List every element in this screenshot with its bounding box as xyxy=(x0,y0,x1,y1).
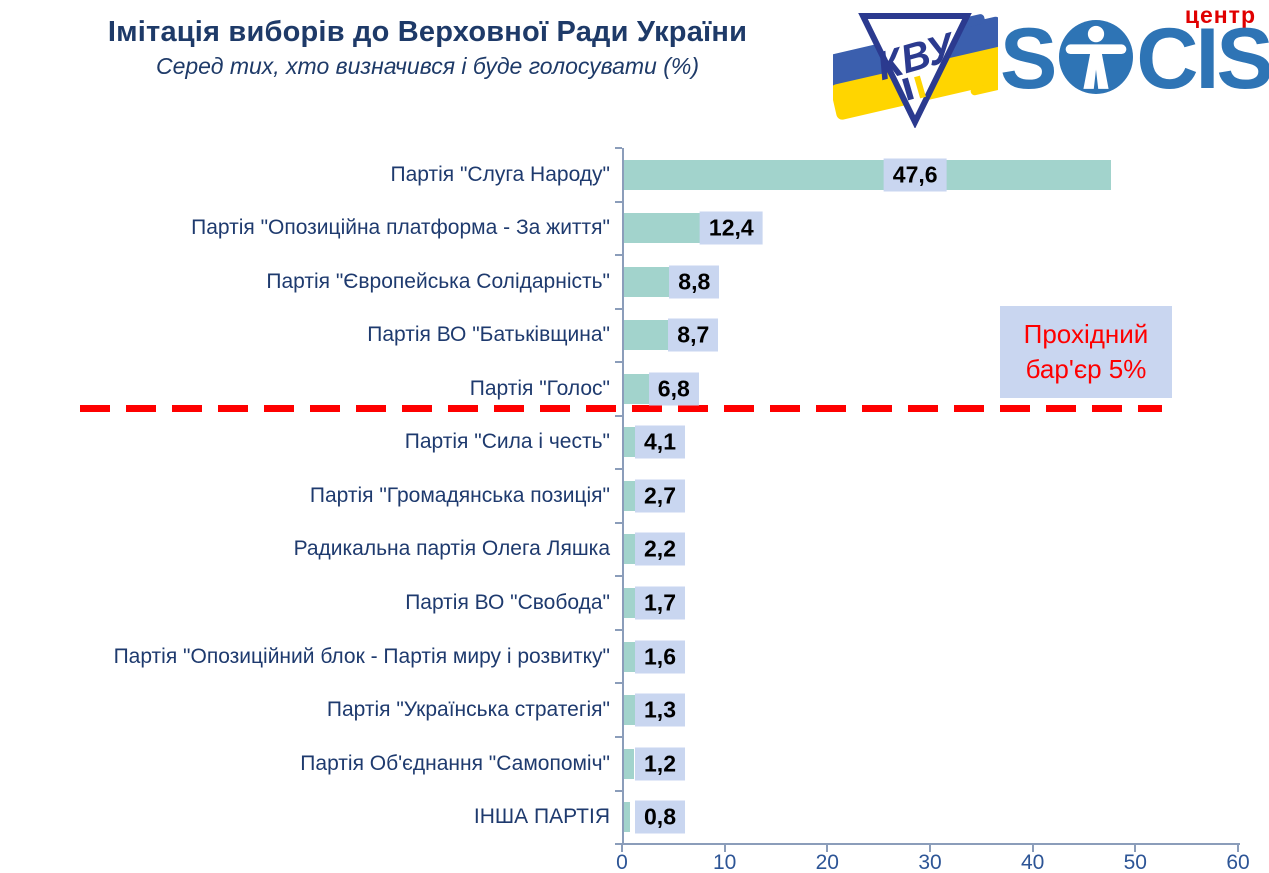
chart-row: Партія ВО "Свобода" 1,7 xyxy=(0,576,1238,630)
y-axis-tick xyxy=(615,789,622,792)
chart-rows: Партія "Слуга Народу" 47,6 Партія "Опозиці… xyxy=(0,148,1238,844)
chart-header: Імітація виборів до Верховної Ради Украї… xyxy=(55,16,800,80)
y-axis-tick xyxy=(615,575,622,578)
value-label: 6,8 xyxy=(648,372,699,406)
bar-track: 1,6 xyxy=(622,630,1238,684)
socis-letter-s: S xyxy=(1000,11,1057,108)
kvu-flag-triangle-icon: КВУ xyxy=(820,13,1020,129)
chart-row: Партія "Слуга Народу" 47,6 xyxy=(0,148,1238,202)
socis-center-label: центр xyxy=(1184,2,1256,28)
x-axis xyxy=(622,843,1240,845)
bar-track: 12,4 xyxy=(622,202,1238,256)
chart-row: Партія "Опозиційна платформа - За життя"… xyxy=(0,202,1238,256)
value-label: 1,6 xyxy=(635,640,685,674)
value-label: 1,7 xyxy=(635,586,685,620)
x-axis-tick-label: 0 xyxy=(616,851,628,873)
bar-track: 2,7 xyxy=(622,469,1238,523)
category-label: Партія "Сила і честь" xyxy=(404,430,610,454)
bar-track: 8,7 xyxy=(622,309,1238,363)
value-label: 0,8 xyxy=(635,800,685,834)
bar-track: 8,8 xyxy=(622,255,1238,309)
category-label: Партія "Опозиційна платформа - За життя" xyxy=(191,216,610,240)
chart-title: Імітація виборів до Верховної Ради Украї… xyxy=(107,16,748,48)
x-axis-tick-label: 60 xyxy=(1226,851,1250,873)
chart-row: Партія "Голос" 6,8 xyxy=(0,362,1238,416)
socis-letters-cis: CIS xyxy=(1136,11,1269,108)
bar xyxy=(622,641,639,672)
y-axis-tick xyxy=(615,521,622,524)
value-label: 8,7 xyxy=(668,318,719,352)
x-axis-tick-label: 40 xyxy=(1021,851,1045,873)
chart-row: Партія "Європейська Солідарність" 8,8 xyxy=(0,255,1238,309)
chart-row: ІНША ПАРТІЯ 0,8 xyxy=(0,790,1238,844)
threshold-annotation-line2: бар'єр 5% xyxy=(1025,354,1147,384)
y-axis-tick xyxy=(615,843,622,845)
bar xyxy=(622,695,636,726)
bar xyxy=(622,748,635,779)
category-label: Партія "Європейська Солідарність" xyxy=(266,269,610,293)
y-axis-tick xyxy=(615,628,622,631)
x-axis-tick-label: 20 xyxy=(815,851,839,873)
bar-track: 2,2 xyxy=(622,523,1238,577)
threshold-annotation: Прохідний бар'єр 5% xyxy=(1000,306,1172,398)
x-axis-tick-label: 50 xyxy=(1123,851,1147,873)
y-axis xyxy=(615,147,624,845)
chart-row: Партія "Громадянська позиція" 2,7 xyxy=(0,469,1238,523)
value-label: 1,3 xyxy=(635,693,685,727)
y-axis-tick xyxy=(615,468,622,471)
value-label: 4,1 xyxy=(635,425,685,459)
y-axis-tick xyxy=(615,307,622,310)
y-axis-tick xyxy=(615,200,622,203)
category-label: Партія ВО "Батьківщина" xyxy=(367,323,610,347)
chart-row: Партія Об'єднання "Самопоміч" 1,2 xyxy=(0,737,1238,791)
bar-track: 6,8 xyxy=(622,362,1238,416)
socis-human-circle-icon xyxy=(1059,20,1134,94)
value-label: 2,7 xyxy=(635,479,685,513)
value-label: 1,2 xyxy=(635,747,685,781)
category-label: ІНША ПАРТІЯ xyxy=(473,805,610,829)
bar xyxy=(622,802,631,833)
category-label: Партія "Опозиційний блок - Партія миру і… xyxy=(113,644,610,668)
bar-track: 1,3 xyxy=(622,683,1238,737)
category-label: Партія "Слуга Народу" xyxy=(390,162,610,186)
chart-row: Партія "Українська стратегія" 1,3 xyxy=(0,683,1238,737)
y-axis-tick xyxy=(615,414,622,417)
category-label: Радикальна партія Олега Ляшка xyxy=(293,537,610,561)
chart-row: Партія ВО "Батьківщина" 8,7 xyxy=(0,309,1238,363)
chart-subtitle: Серед тих, хто визначився і буде голосув… xyxy=(155,53,699,79)
category-label: Партія "Голос" xyxy=(469,376,610,400)
value-label: 8,8 xyxy=(669,265,720,299)
socis-logo: центр S CIS xyxy=(1000,2,1269,110)
threshold-annotation-line1: Прохідний xyxy=(1023,318,1149,349)
x-axis-tick-label: 30 xyxy=(918,851,942,873)
x-axis-tick-label: 10 xyxy=(713,851,737,873)
threshold-dashed-line xyxy=(80,405,1162,412)
chart-row: Партія "Опозиційний блок - Партія миру і… xyxy=(0,630,1238,684)
y-axis-tick xyxy=(615,361,622,364)
value-label: 2,2 xyxy=(635,532,685,566)
bar-track: 1,7 xyxy=(622,576,1238,630)
bar-track: 0,8 xyxy=(622,790,1238,844)
value-label: 47,6 xyxy=(883,158,947,192)
bar-track: 4,1 xyxy=(622,416,1238,470)
y-axis-tick xyxy=(615,254,622,257)
bar xyxy=(622,159,1111,190)
category-label: Партія ВО "Свобода" xyxy=(405,591,610,615)
socis-wordmark: S CIS xyxy=(1000,11,1269,108)
chart-row: Партія "Сила і честь" 4,1 xyxy=(0,416,1238,470)
category-label: Партія "Українська стратегія" xyxy=(326,698,610,722)
y-axis-tick xyxy=(615,682,622,685)
bar-track: 1,2 xyxy=(622,737,1238,791)
y-axis-tick xyxy=(615,147,622,149)
category-label: Партія Об'єднання "Самопоміч" xyxy=(300,751,610,775)
bar-track: 47,6 xyxy=(622,148,1238,202)
category-label: Партія "Громадянська позиція" xyxy=(309,483,610,507)
chart-row: Радикальна партія Олега Ляшка 2,2 xyxy=(0,523,1238,577)
kvu-logo: КВУ xyxy=(820,0,1020,129)
value-label: 12,4 xyxy=(699,211,763,245)
y-axis-tick xyxy=(615,735,622,738)
